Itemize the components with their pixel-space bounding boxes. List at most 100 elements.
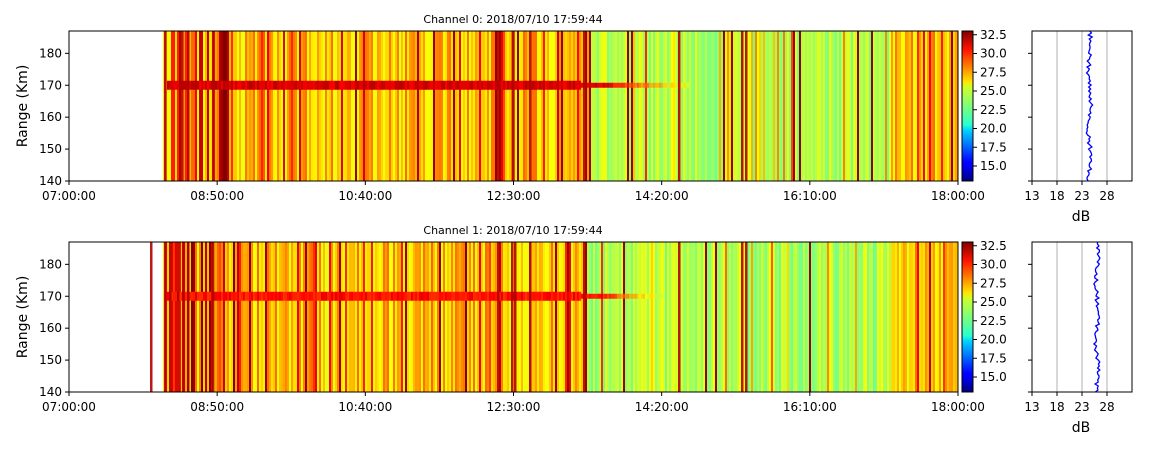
heatmap-column: [867, 242, 870, 392]
interference-streak: [529, 31, 532, 181]
heatmap-column: [199, 31, 202, 181]
echo-layer-cell: [423, 291, 426, 301]
echo-layer-cell: [329, 80, 332, 90]
echo-layer-cell: [347, 80, 350, 90]
heatmap-column: [425, 242, 428, 392]
echo-layer-cell: [189, 291, 192, 301]
heatmap-column: [947, 31, 950, 181]
heatmap-column: [445, 242, 448, 392]
heatmap-column: [499, 242, 502, 392]
echo-layer-cell: [625, 293, 628, 299]
colorbar-ticks: 15.0 17.5 20.0 22.5 25.0 27.5 30.0 32.5: [973, 239, 1007, 384]
heatmap-column: [885, 31, 888, 181]
x-tick-label: 14:20:00: [635, 189, 689, 203]
heatmap-column: [935, 31, 938, 181]
echo-layer-cell: [647, 293, 650, 299]
heatmap-column: [627, 242, 630, 392]
interference-streak: [164, 242, 167, 392]
echo-layer-cell: [485, 291, 488, 301]
heatmap-column: [373, 31, 376, 181]
echo-layer-cell: [477, 291, 480, 301]
heatmap-column: [717, 242, 720, 392]
echo-layer-cell: [599, 82, 602, 88]
echo-layer-cell: [259, 80, 262, 90]
heatmap-column: [683, 242, 686, 392]
heatmap-column: [233, 242, 236, 392]
heatmap-column: [483, 242, 486, 392]
echo-layer-cell: [189, 80, 192, 90]
side-x-tick-label: 23: [1074, 400, 1089, 414]
echo-layer-cell: [491, 291, 494, 301]
heatmap-column: [637, 31, 640, 181]
echo-layer-cell: [379, 80, 382, 90]
heatmap-column: [289, 242, 292, 392]
echo-layer-cell: [531, 80, 534, 90]
heatmap-column: [613, 242, 616, 392]
echo-layer-cell: [425, 80, 428, 90]
heatmap-column: [693, 242, 696, 392]
heatmap-column: [953, 31, 956, 181]
echo-layer-cell: [367, 291, 370, 301]
echo-layer-cell: [555, 291, 558, 301]
heatmap-column: [765, 31, 768, 181]
echo-layer-cell: [393, 80, 396, 90]
heatmap-column: [429, 31, 432, 181]
heatmap-column: [645, 242, 648, 392]
heatmap-column: [733, 242, 736, 392]
echo-layer-cell: [523, 80, 526, 90]
heatmap-column: [491, 31, 494, 181]
interference-streak: [181, 31, 184, 181]
echo-layer-cell: [385, 291, 388, 301]
heatmap-column: [349, 242, 352, 392]
echo-layer-cell: [653, 82, 656, 88]
echo-layer-cell: [595, 82, 598, 88]
echo-layer-cell: [495, 80, 498, 90]
echo-layer-cell: [373, 80, 376, 90]
heatmap-column: [619, 31, 622, 181]
interference-streak: [678, 31, 681, 181]
y-tick-label: 160: [39, 110, 62, 124]
heatmap-column: [433, 31, 436, 181]
echo-layer-cell: [327, 291, 330, 301]
echo-layer-cell: [351, 291, 354, 301]
heatmap-column: [847, 242, 850, 392]
echo-layer-cell: [333, 80, 336, 90]
heatmap-column: [495, 31, 498, 181]
heatmap-column: [949, 242, 952, 392]
echo-layer-cell: [487, 291, 490, 301]
heatmap-column: [705, 31, 708, 181]
heatmap-column: [611, 242, 614, 392]
colorbar-tick-label: 15.0: [980, 159, 1007, 173]
heatmap-column: [419, 242, 422, 392]
echo-layer-cell: [541, 291, 544, 301]
heatmap-column: [777, 242, 780, 392]
heatmap-column: [177, 31, 180, 181]
echo-layer-cell: [199, 80, 202, 90]
heatmap-column: [549, 31, 552, 181]
echo-layer-cell: [381, 80, 384, 90]
echo-layer-cell: [313, 291, 316, 301]
heatmap-column: [775, 242, 778, 392]
echo-layer-cell: [417, 291, 420, 301]
heatmap-column: [531, 31, 534, 181]
echo-layer-cell: [455, 80, 458, 90]
heatmap-column: [259, 31, 262, 181]
echo-layer-cell: [445, 80, 448, 90]
heatmap-column: [179, 31, 182, 181]
heatmap-column: [593, 31, 596, 181]
echo-layer-cell: [459, 80, 462, 90]
heatmap-column: [893, 31, 896, 181]
heatmap-column: [429, 242, 432, 392]
heatmap-column: [923, 242, 926, 392]
heatmap-column: [785, 242, 788, 392]
echo-layer-cell: [403, 291, 406, 301]
heatmap-column: [753, 31, 756, 181]
heatmap-column: [811, 31, 814, 181]
heatmap-column: [805, 31, 808, 181]
heatmap-column: [597, 242, 600, 392]
heatmap-column: [903, 31, 906, 181]
echo-layer-cell: [233, 80, 236, 90]
echo-layer-cell: [547, 291, 550, 301]
echo-layer-cell: [377, 291, 380, 301]
heatmap-column: [711, 31, 714, 181]
